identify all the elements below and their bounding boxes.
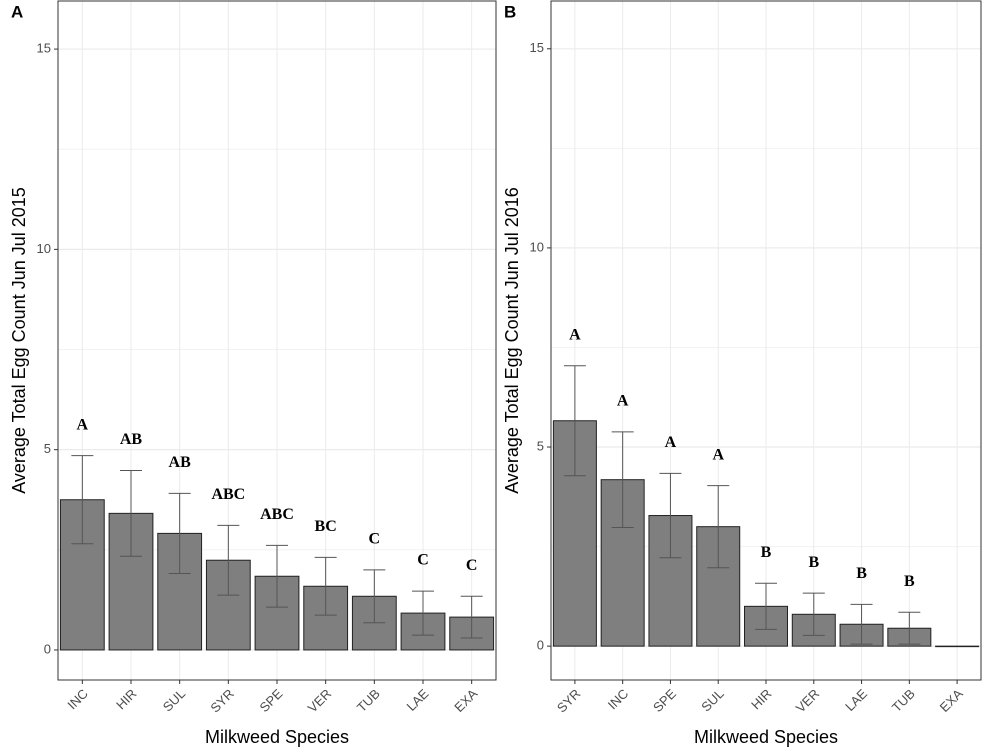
significance-letter: ABC (260, 506, 294, 523)
x-tick-label: SUL (698, 686, 726, 714)
y-tick-label: 15 (37, 41, 51, 56)
x-tick-label: VER (305, 686, 335, 716)
y-tick-label: 10 (530, 239, 544, 254)
y-tick-label: 0 (44, 641, 51, 656)
x-axis-title: Milkweed Species (205, 727, 349, 747)
x-tick-label: LAE (842, 686, 870, 714)
significance-letter: C (369, 531, 381, 548)
x-tick-label: VER (793, 686, 823, 716)
y-tick-label: 10 (37, 241, 51, 256)
significance-letter: AB (120, 431, 143, 448)
x-tick-label: EXA (451, 686, 480, 715)
significance-letter: A (665, 434, 677, 451)
y-tick-label: 15 (530, 40, 544, 55)
significance-letter: B (904, 573, 915, 590)
x-tick-label: SYR (207, 686, 237, 716)
significance-letter: C (466, 557, 478, 574)
bar (935, 645, 980, 648)
significance-letter: B (856, 565, 867, 582)
x-tick-label: EXA (937, 686, 966, 715)
x-tick-label: TUB (889, 686, 918, 715)
x-tick-label: INC (64, 686, 90, 712)
x-tick-label: TUB (354, 686, 383, 715)
significance-letter: A (617, 393, 629, 410)
x-axis-title: Milkweed Species (694, 727, 838, 747)
x-tick-label: SPE (257, 686, 286, 715)
y-tick-label: 5 (44, 441, 51, 456)
x-tick-label: SUL (160, 686, 188, 714)
significance-letter: C (417, 552, 429, 569)
significance-letter: A (77, 416, 89, 433)
y-tick-label: 5 (537, 438, 544, 453)
significance-letter: BC (315, 518, 337, 535)
significance-letter: A (569, 326, 581, 343)
x-tick-label: LAE (404, 686, 432, 714)
x-tick-label: HIR (113, 686, 139, 712)
y-axis-title: Average Total Egg Count Jun Jul 2015 (9, 187, 29, 494)
significance-letter: ABC (211, 486, 245, 503)
x-tick-label: SYR (554, 686, 584, 716)
x-tick-label: SPE (650, 686, 679, 715)
y-axis-title: Average Total Egg Count Jun Jul 2016 (502, 187, 522, 494)
significance-letter: B (808, 554, 819, 571)
significance-letter: A (712, 446, 724, 463)
panel-label: B (504, 2, 516, 21)
panel-label: A (11, 2, 23, 21)
y-tick-label: 0 (537, 638, 544, 653)
x-tick-label: HIR (748, 686, 774, 712)
x-tick-label: INC (605, 686, 631, 712)
significance-letter: AB (169, 454, 192, 471)
significance-letter: B (761, 544, 772, 561)
